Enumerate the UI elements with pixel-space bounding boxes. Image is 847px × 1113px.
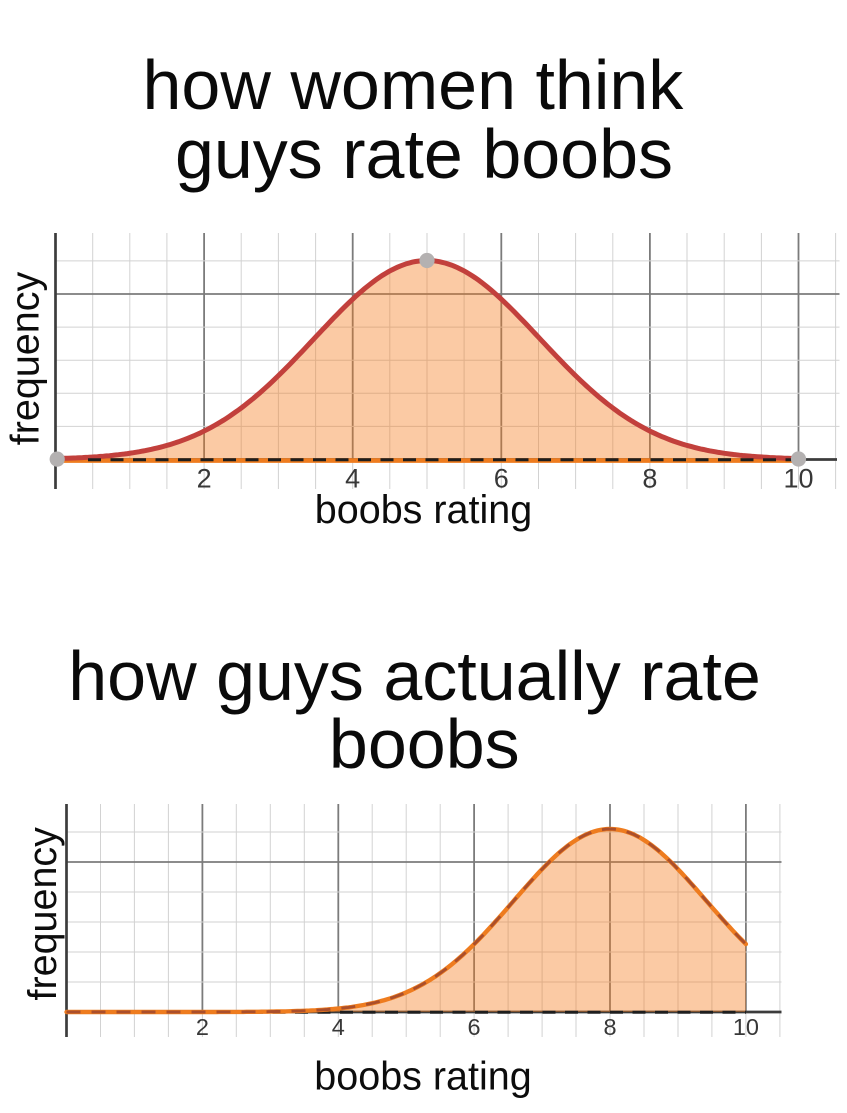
svg-text:boobs rating: boobs rating bbox=[314, 1055, 531, 1099]
svg-text:4: 4 bbox=[332, 1014, 345, 1040]
svg-text:boobs rating: boobs rating bbox=[315, 488, 532, 532]
svg-text:frequency: frequency bbox=[21, 827, 65, 1001]
svg-text:6: 6 bbox=[468, 1014, 481, 1040]
svg-text:8: 8 bbox=[603, 1014, 616, 1040]
svg-text:frequency: frequency bbox=[4, 272, 48, 446]
svg-text:10: 10 bbox=[783, 464, 813, 494]
svg-text:10: 10 bbox=[733, 1014, 759, 1040]
svg-text:4: 4 bbox=[345, 464, 360, 494]
svg-text:2: 2 bbox=[196, 1014, 209, 1040]
svg-text:6: 6 bbox=[494, 464, 509, 494]
svg-text:2: 2 bbox=[197, 464, 212, 494]
svg-text:8: 8 bbox=[642, 464, 657, 494]
